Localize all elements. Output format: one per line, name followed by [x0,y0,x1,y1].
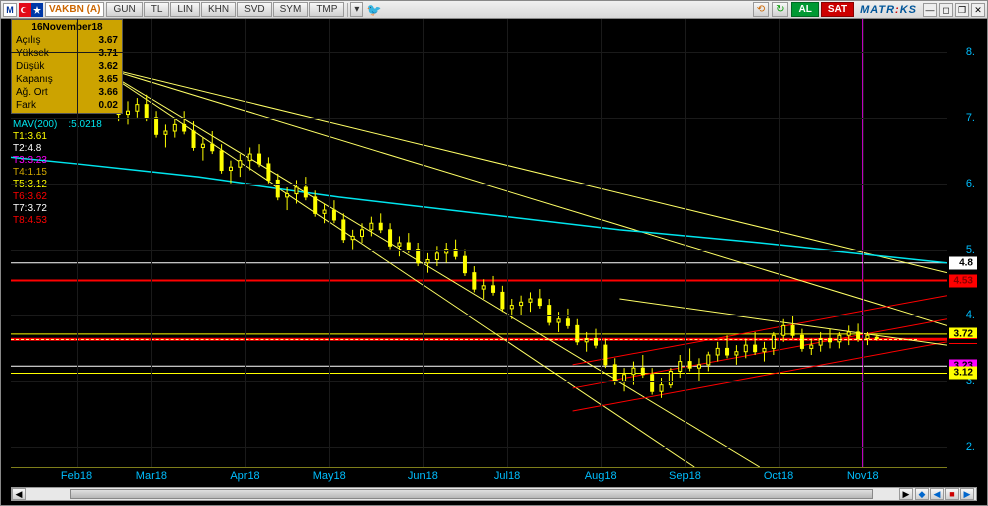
x-label: Sep18 [669,470,701,482]
toolbar-btn-khn[interactable]: KHN [201,2,236,17]
ohlc-row: Yüksek3.71 [13,47,121,60]
last-price-line [11,339,917,340]
ohlc-panel: 16November18 Açılış3.67Yüksek3.71Düşük3.… [11,19,123,114]
x-label: Aug18 [585,470,617,482]
price-tag: 4.8 [949,256,977,269]
indicator-label: T5:3.12 [13,179,102,191]
toolbar-btn-tmp[interactable]: TMP [309,2,344,17]
toolbar: M VAKBN (A) GUNTLLINKHNSVDSYMTMP ▾ 🐦 ⟲ ↻… [1,1,987,19]
app-logo: M [3,3,17,17]
refresh-icon[interactable]: ↻ [772,2,788,17]
tool-icon-4[interactable]: ▶ [960,488,974,500]
toolbar-right: ⟲ ↻ AL SAT MATR:KS — ◻ ❐ ✕ [753,2,987,17]
ticker-symbol[interactable]: VAKBN (A) [45,2,104,17]
minimize-icon[interactable]: — [923,3,937,17]
dropdown-icon[interactable]: ▾ [350,2,363,17]
price-band [949,338,977,344]
tool-icon-3[interactable]: ■ [945,488,959,500]
x-label: Jun18 [408,470,438,482]
indicator-label: T8:4.53 [13,215,102,227]
scrollbar-tools: ◆ ◀ ■ ▶ [913,488,976,500]
y-tick: 4. [966,309,975,321]
indicator-label: T6:3.62 [13,191,102,203]
brand-label: MATR:KS [856,4,921,16]
scroll-track[interactable] [26,488,899,500]
buy-button[interactable]: AL [791,2,818,17]
toolbar-btn-lin[interactable]: LIN [170,2,200,17]
app-window: M VAKBN (A) GUNTLLINKHNSVDSYMTMP ▾ 🐦 ⟲ ↻… [0,0,988,506]
ohlc-row: Açılış3.67 [13,34,121,47]
ohlc-row: Fark0.02 [13,99,121,112]
indicator-label: T4:1.15 [13,167,102,179]
flag-icon [19,3,43,17]
toolbar-divider [347,3,348,17]
toolbar-btn-sym[interactable]: SYM [273,2,309,17]
x-axis: Feb18 Mar18 Apr18 May18 Jun18 Jul18 Aug18 Sep18… [11,467,947,485]
y-tick: 2. [966,441,975,453]
chart-area: 16November18 Açılış3.67Yüksek3.71Düşük3.… [11,19,977,485]
ohlc-row: Düşük3.62 [13,60,121,73]
y-tick: 5. [966,244,975,256]
close-icon[interactable]: ✕ [971,3,985,17]
tool-icon-1[interactable]: ◆ [915,488,929,500]
scroll-left-icon[interactable]: ◀ [12,488,26,500]
ohlc-row: Kapanış3.65 [13,73,121,86]
ohlc-row: Ağ. Ort3.66 [13,86,121,99]
price-tag: 3.12 [949,367,977,380]
toolbar-btn-tl[interactable]: TL [144,2,170,17]
horizontal-scrollbar[interactable]: ◀ ▶ ◆ ◀ ■ ▶ [11,487,977,501]
price-tag: 4.53 [949,274,977,287]
ohlc-date: 16November18 [13,21,121,34]
toolbar-btn-svd[interactable]: SVD [237,2,272,17]
x-label: Oct18 [764,470,793,482]
y-axis: 2.3.4.5.6.7.8.4.84.533.723.233.12 [947,19,977,467]
y-tick: 8. [966,46,975,58]
toolbar-left: M VAKBN (A) GUNTLLINKHNSVDSYMTMP ▾ 🐦 [1,2,753,17]
x-label: Jul18 [494,470,520,482]
scroll-right-icon[interactable]: ▶ [899,488,913,500]
y-tick: 7. [966,112,975,124]
indicator-label: T1:3.61 [13,131,102,143]
cycle-icon[interactable]: ⟲ [753,2,769,17]
y-tick: 6. [966,178,975,190]
indicator-label: T7:3.72 [13,203,102,215]
sell-button[interactable]: SAT [821,2,854,17]
restore-icon[interactable]: ❐ [955,3,969,17]
maximize-icon[interactable]: ◻ [939,3,953,17]
scroll-thumb[interactable] [70,489,873,499]
indicator-label: T2:4.8 [13,143,102,155]
twitter-icon[interactable]: 🐦 [364,3,383,17]
x-label: Apr18 [230,470,259,482]
indicator-label: MAV(200) :5.0218 [13,119,102,131]
x-label: Nov18 [847,470,879,482]
tool-icon-2[interactable]: ◀ [930,488,944,500]
x-label: Mar18 [136,470,167,482]
x-label: May18 [313,470,346,482]
toolbar-btn-gun[interactable]: GUN [106,2,142,17]
x-label: Feb18 [61,470,92,482]
indicator-label: T3:3.23 [13,155,102,167]
indicator-labels: MAV(200) :5.0218T1:3.61T2:4.8T3:3.23T4:1… [13,119,102,227]
